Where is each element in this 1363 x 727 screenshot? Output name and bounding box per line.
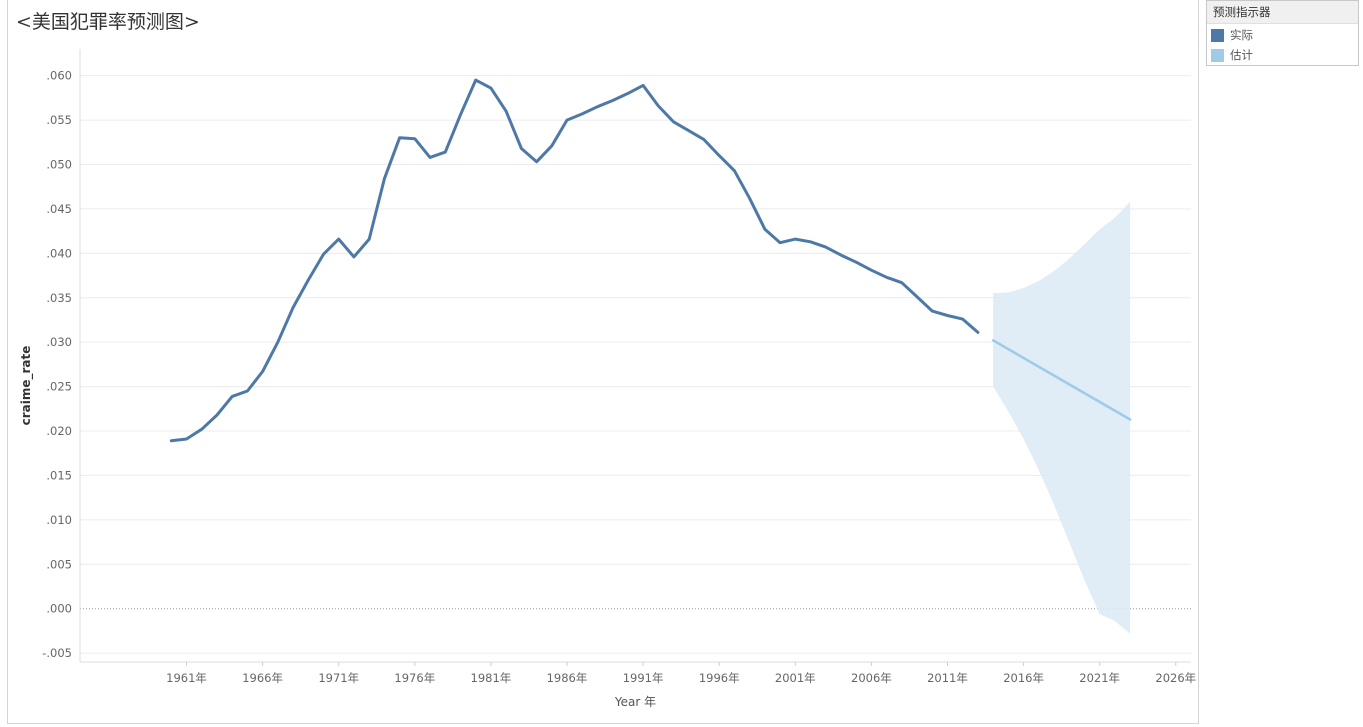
- y-tick-label: .030: [46, 335, 72, 349]
- x-tick-label: 2011年: [927, 671, 968, 685]
- y-tick-label: .020: [46, 424, 72, 438]
- legend-label-actual: 实际: [1230, 28, 1253, 42]
- forecast-confidence-band: [993, 201, 1131, 634]
- x-tick-label: 1976年: [394, 671, 435, 685]
- x-tick-label: 1986年: [547, 671, 588, 685]
- y-tick-label: .055: [46, 113, 72, 127]
- y-tick-label: .005: [46, 557, 72, 571]
- y-tick-label: .025: [46, 380, 72, 394]
- y-tick-label: -.005: [42, 646, 72, 660]
- legend-title: 预测指示器: [1207, 1, 1358, 24]
- y-tick-label: .035: [46, 291, 72, 305]
- y-tick-label: .000: [46, 602, 72, 616]
- x-tick-label: 1971年: [318, 671, 359, 685]
- x-tick-label: 2026年: [1155, 671, 1196, 685]
- y-tick-label: .015: [46, 468, 72, 482]
- legend-item-actual[interactable]: 实际: [1211, 27, 1253, 43]
- x-tick-label: 2021年: [1079, 671, 1120, 685]
- x-tick-label: 2016年: [1003, 671, 1044, 685]
- legend-swatch-actual: [1211, 28, 1224, 42]
- y-tick-label: .040: [46, 246, 72, 260]
- actual-series-line: [169, 78, 980, 443]
- y-tick-label: .010: [46, 513, 72, 527]
- y-tick-label: .050: [46, 157, 72, 171]
- x-tick-label: 1996年: [699, 671, 740, 685]
- legend-label-estimate: 估计: [1230, 48, 1253, 62]
- y-tick-label: .060: [46, 69, 72, 83]
- x-axis-title: Year 年: [614, 695, 656, 709]
- chart-view-frame: [7, 0, 1199, 724]
- y-axis-title: craime_rate: [19, 346, 34, 426]
- line-chart: -.005 .000 .005 .010 .015 .020 .025 .030 .035 .04…: [19, 49, 1196, 709]
- x-tick-label: 1961年: [166, 671, 207, 685]
- x-tick-label: 2006年: [851, 671, 892, 685]
- x-tick-label: 1991年: [623, 671, 664, 685]
- x-tick-label: 2001年: [775, 671, 816, 685]
- x-tick-label: 1966年: [242, 671, 283, 685]
- y-tick-label: .045: [46, 202, 72, 216]
- x-tick-label: 1981年: [471, 671, 512, 685]
- legend-panel[interactable]: 预测指示器 实际 估计: [1206, 0, 1359, 66]
- legend-swatch-estimate: [1211, 48, 1224, 62]
- estimate-series-line: [991, 339, 1132, 421]
- chart-title: <美国犯罪率预测图>: [16, 11, 200, 33]
- legend-item-estimate[interactable]: 估计: [1211, 47, 1253, 63]
